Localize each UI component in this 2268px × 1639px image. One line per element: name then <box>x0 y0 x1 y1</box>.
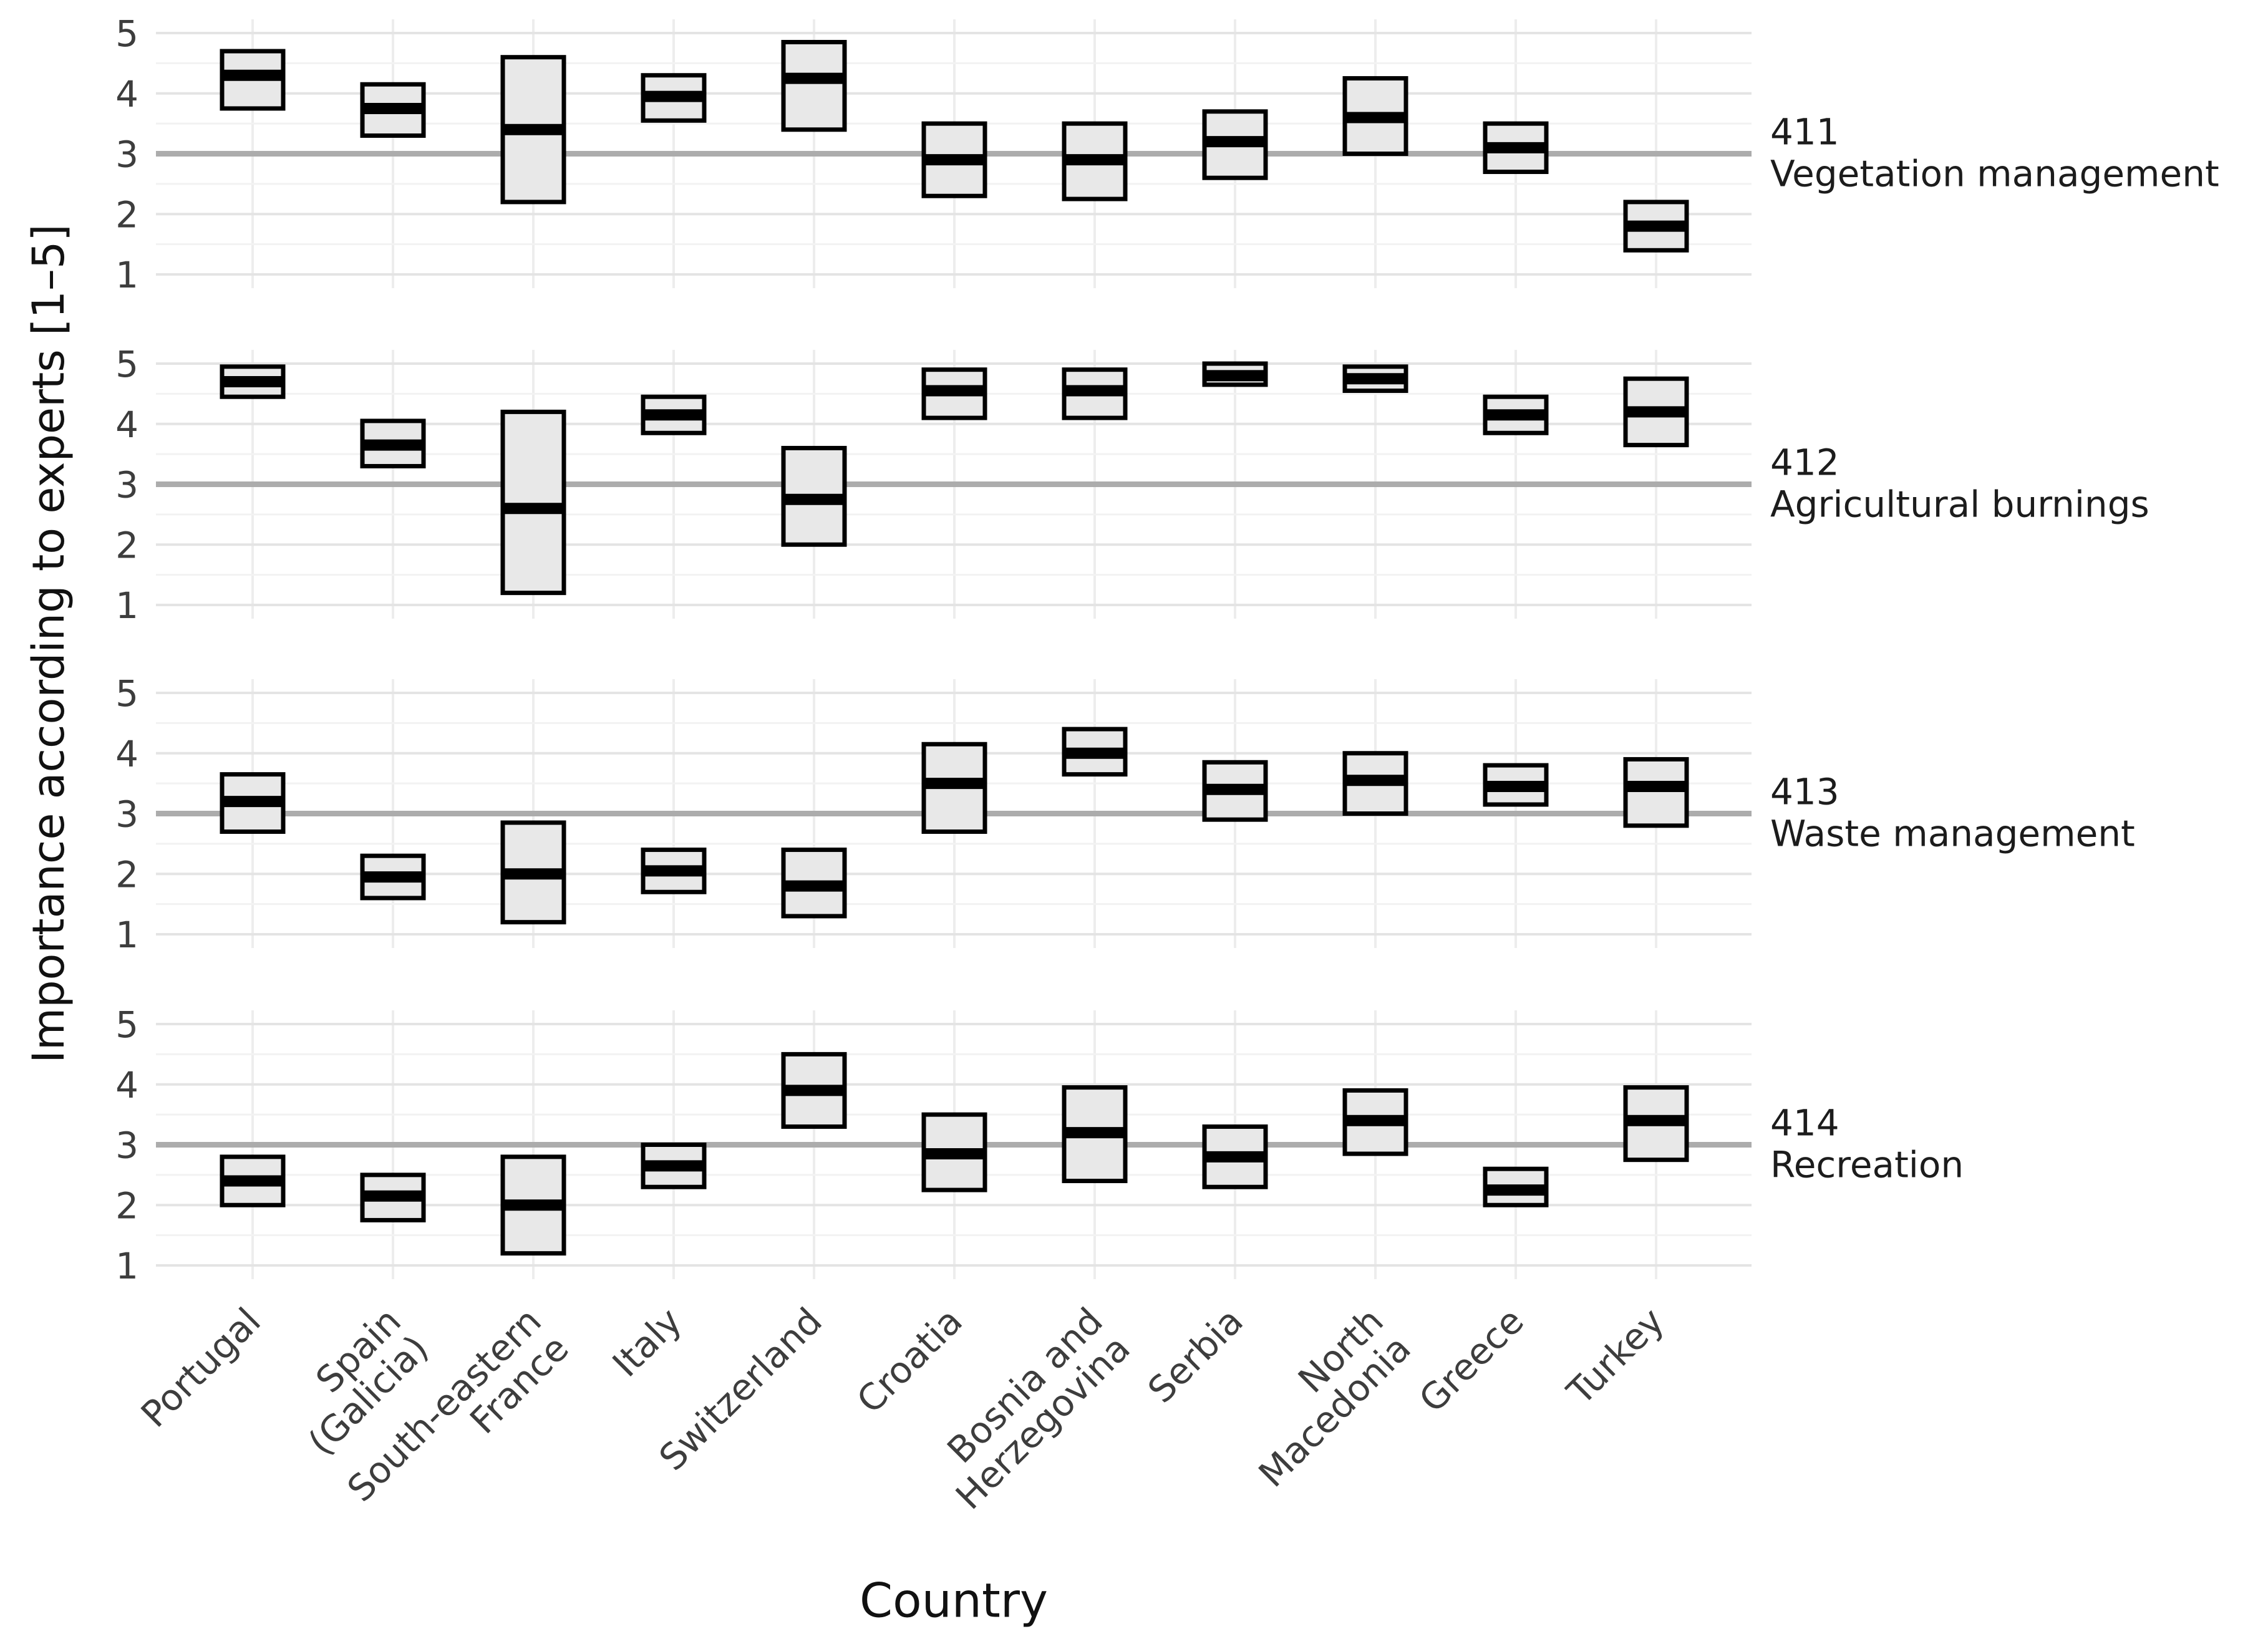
facet-label-414: 414 Recreation <box>1770 1101 1964 1187</box>
y-tick-label: 1 <box>115 1245 138 1287</box>
y-tick-label: 3 <box>115 1124 138 1167</box>
y-tick-label: 2 <box>115 853 138 896</box>
y-tick-label: 5 <box>115 1003 138 1046</box>
y-tick-label: 4 <box>115 1064 138 1106</box>
y-tick-label: 5 <box>115 343 138 385</box>
y-tick-label: 3 <box>115 464 138 506</box>
country-tick-label: Italy <box>604 1300 690 1385</box>
crossbar-box-413-11 <box>1623 757 1689 828</box>
country-tick-line: Greece <box>1411 1300 1532 1421</box>
y-tick-label: 4 <box>115 73 138 115</box>
country-tick-line: Italy <box>604 1300 690 1385</box>
country-tick-line: Croatia <box>848 1300 971 1422</box>
facet-code: 412 <box>1770 441 1839 484</box>
crossbar-box-411-5 <box>781 40 847 132</box>
country-tick-label: Serbia <box>1140 1300 1251 1411</box>
country-tick-line: Portugal <box>133 1300 269 1436</box>
y-tick-label: 5 <box>115 672 138 715</box>
y-tick-label: 3 <box>115 793 138 836</box>
country-tick-label: Portugal <box>133 1300 269 1436</box>
facet-label-412: 412 Agricultural burnings <box>1770 442 2149 526</box>
facet-title: Agricultural burnings <box>1770 483 2149 526</box>
facet-code: 414 <box>1770 1101 1839 1144</box>
y-tick-label: 4 <box>115 404 138 446</box>
y-tick-label: 1 <box>115 914 138 956</box>
y-tick-label: 2 <box>115 193 138 236</box>
y-tick-label: 1 <box>115 584 138 627</box>
facet-title: Vegetation management <box>1770 153 2219 195</box>
facet-code: 413 <box>1770 770 1839 813</box>
crossbar-box-412-3 <box>500 409 566 596</box>
facet-label-413: 413 Waste management <box>1770 771 2135 856</box>
country-tick-label: Greece <box>1411 1300 1532 1421</box>
y-tick-label: 3 <box>115 133 138 176</box>
y-axis-title: Importance according to experts [1–5] <box>23 224 74 1063</box>
y-tick-label: 5 <box>115 12 138 55</box>
facet-title: Waste management <box>1770 813 2135 855</box>
x-axis-title: Country <box>860 1572 1048 1628</box>
y-tick-label: 1 <box>115 254 138 296</box>
country-tick-line: Serbia <box>1140 1300 1251 1411</box>
facet-code: 411 <box>1770 110 1839 153</box>
country-tick-label: Croatia <box>848 1300 971 1422</box>
country-tick-label: Turkey <box>1559 1300 1672 1413</box>
facet-title: Recreation <box>1770 1144 1964 1186</box>
y-tick-label: 2 <box>115 1184 138 1227</box>
facet-label-411: 411 Vegetation management <box>1770 110 2219 196</box>
y-tick-label: 2 <box>115 524 138 566</box>
country-tick-line: Turkey <box>1559 1300 1672 1413</box>
y-tick-label: 4 <box>115 733 138 775</box>
